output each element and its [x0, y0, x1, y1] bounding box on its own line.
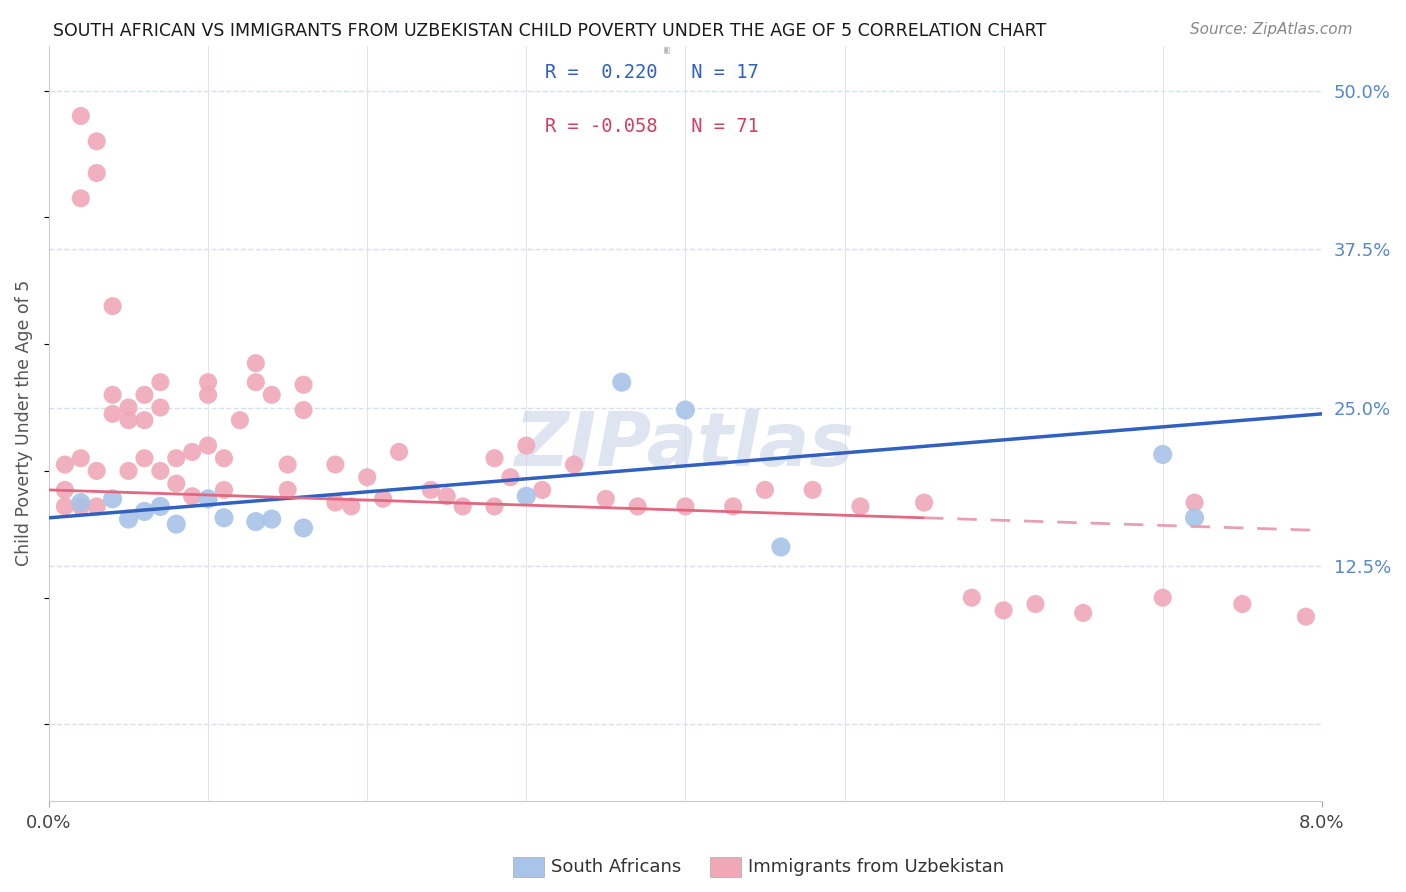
Point: [436, 489, 458, 503]
Point: [325, 495, 347, 509]
Point: [197, 438, 219, 452]
Point: [53, 483, 76, 497]
Text: R = -0.058   N = 71: R = -0.058 N = 71: [546, 118, 759, 136]
Y-axis label: Child Poverty Under the Age of 5: Child Poverty Under the Age of 5: [15, 280, 32, 566]
Point: [754, 483, 776, 497]
Point: [292, 403, 315, 417]
Point: [277, 458, 299, 472]
Point: [117, 464, 139, 478]
Point: [340, 500, 363, 514]
Point: [515, 438, 537, 452]
Point: [292, 377, 315, 392]
Text: SOUTH AFRICAN VS IMMIGRANTS FROM UZBEKISTAN CHILD POVERTY UNDER THE AGE OF 5 COR: SOUTH AFRICAN VS IMMIGRANTS FROM UZBEKIS…: [53, 22, 1046, 40]
Point: [149, 500, 172, 514]
Point: [101, 388, 124, 402]
Text: South Africans: South Africans: [551, 858, 682, 876]
Point: [212, 511, 235, 525]
Point: [356, 470, 378, 484]
Point: [1295, 609, 1317, 624]
Point: [181, 445, 204, 459]
Point: [165, 517, 187, 532]
Point: [993, 603, 1015, 617]
Point: [165, 476, 187, 491]
Point: [673, 403, 696, 417]
Point: [1184, 511, 1206, 525]
Point: [1024, 597, 1046, 611]
Point: [531, 483, 554, 497]
Point: [419, 483, 441, 497]
Point: [134, 504, 156, 518]
Point: [245, 375, 267, 389]
Point: [149, 375, 172, 389]
Point: [849, 500, 872, 514]
Point: [1152, 591, 1174, 605]
Point: [260, 512, 283, 526]
Point: [101, 407, 124, 421]
Point: [69, 109, 91, 123]
Point: [181, 489, 204, 503]
Point: [117, 512, 139, 526]
Point: [212, 483, 235, 497]
Text: Source: ZipAtlas.com: Source: ZipAtlas.com: [1189, 22, 1353, 37]
Point: [499, 470, 522, 484]
Point: [245, 356, 267, 370]
Point: [562, 458, 585, 472]
Point: [212, 451, 235, 466]
Point: [86, 500, 108, 514]
Point: [277, 483, 299, 497]
Point: [610, 375, 633, 389]
Point: [53, 458, 76, 472]
Point: [769, 540, 792, 554]
Point: [1152, 447, 1174, 461]
Point: [134, 413, 156, 427]
Point: [1184, 495, 1206, 509]
FancyBboxPatch shape: [710, 857, 741, 877]
Text: Immigrants from Uzbekistan: Immigrants from Uzbekistan: [748, 858, 1004, 876]
Point: [86, 464, 108, 478]
Point: [673, 500, 696, 514]
Text: R =  0.220   N = 17: R = 0.220 N = 17: [546, 63, 759, 82]
Point: [149, 464, 172, 478]
Point: [197, 375, 219, 389]
Point: [69, 500, 91, 514]
Point: [595, 491, 617, 506]
Point: [515, 489, 537, 503]
Legend: , : ,: [664, 47, 669, 53]
Point: [86, 166, 108, 180]
Point: [484, 451, 506, 466]
Point: [245, 515, 267, 529]
Point: [197, 491, 219, 506]
Point: [371, 491, 394, 506]
Point: [117, 413, 139, 427]
Point: [1071, 606, 1094, 620]
Point: [101, 299, 124, 313]
Point: [484, 500, 506, 514]
Point: [325, 458, 347, 472]
Point: [260, 388, 283, 402]
Point: [960, 591, 983, 605]
Point: [1232, 597, 1254, 611]
Point: [912, 495, 935, 509]
Point: [86, 134, 108, 148]
Point: [229, 413, 252, 427]
Point: [53, 500, 76, 514]
FancyBboxPatch shape: [513, 857, 544, 877]
Point: [69, 495, 91, 509]
Point: [101, 491, 124, 506]
Point: [292, 521, 315, 535]
Point: [165, 451, 187, 466]
Point: [69, 191, 91, 205]
Point: [721, 500, 744, 514]
Point: [149, 401, 172, 415]
Point: [134, 388, 156, 402]
Point: [801, 483, 824, 497]
Text: ZIPatlas: ZIPatlas: [516, 409, 855, 483]
Point: [388, 445, 411, 459]
Point: [69, 451, 91, 466]
Point: [197, 388, 219, 402]
Point: [134, 451, 156, 466]
Point: [451, 500, 474, 514]
Point: [627, 500, 650, 514]
Point: [117, 401, 139, 415]
